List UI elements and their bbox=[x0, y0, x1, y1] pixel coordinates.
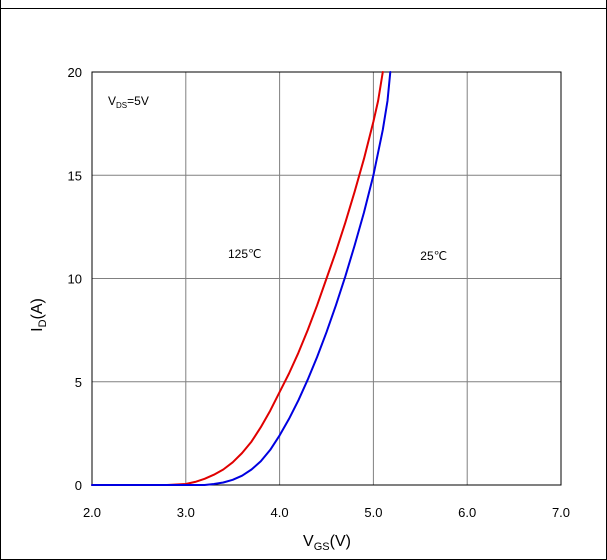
y-tick-labels: 0 5 10 15 20 bbox=[68, 65, 82, 493]
frame-top-line bbox=[1, 8, 606, 9]
vds-main: V bbox=[108, 94, 116, 108]
y-tick-label: 10 bbox=[68, 272, 82, 287]
vds-sub: DS bbox=[116, 101, 127, 110]
y-tick-label: 5 bbox=[75, 375, 82, 390]
series-line-0 bbox=[91, 71, 384, 486]
annotations: 125℃ 25℃ bbox=[228, 247, 447, 263]
y-tick-label: 15 bbox=[68, 168, 82, 183]
curve-annotation: 25℃ bbox=[420, 249, 447, 263]
x-tick-label: 2.0 bbox=[83, 505, 101, 520]
vds-suffix: =5V bbox=[127, 94, 149, 108]
x-tick-labels: 2.0 3.0 4.0 5.0 6.0 7.0 bbox=[83, 505, 570, 520]
x-axis-label: VGS(V) bbox=[303, 533, 351, 553]
y-tick-label: 20 bbox=[68, 65, 82, 80]
series-line-1 bbox=[91, 71, 392, 486]
y-axis-label-sub: D bbox=[37, 319, 49, 327]
y-axis-label-main: I bbox=[29, 327, 46, 331]
x-tick-label: 3.0 bbox=[177, 505, 195, 520]
series-group bbox=[91, 71, 392, 486]
x-tick-label: 6.0 bbox=[458, 505, 476, 520]
x-axis-label-suffix: (V) bbox=[330, 533, 351, 550]
y-axis-label-suffix: (A) bbox=[29, 298, 46, 319]
plot-area-border bbox=[91, 71, 562, 486]
x-axis-label-main: V bbox=[303, 533, 314, 550]
vds-condition-label: VDS=5V bbox=[108, 94, 149, 110]
x-axis-label-sub: GS bbox=[314, 541, 330, 553]
x-tick-label: 5.0 bbox=[364, 505, 382, 520]
x-tick-label: 7.0 bbox=[552, 505, 570, 520]
x-tick-label: 4.0 bbox=[271, 505, 289, 520]
curve-annotation: 125℃ bbox=[228, 247, 262, 261]
y-tick-label: 0 bbox=[75, 478, 82, 493]
y-axis-label: ID(A) bbox=[29, 298, 49, 332]
